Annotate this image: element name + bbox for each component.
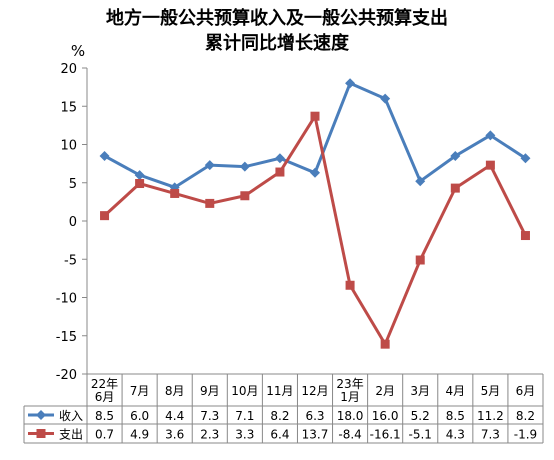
y-tick-label: 5 [69, 177, 77, 192]
data-label: 18.0 [337, 409, 364, 423]
data-point-diamond [134, 170, 145, 181]
y-tick-label: -15 [56, 330, 77, 345]
legend-marker-square [36, 429, 46, 438]
data-point-diamond [99, 150, 110, 161]
data-point-square [310, 111, 320, 121]
data-label: 8.5 [95, 409, 114, 423]
chart-title-line2: 累计同比增长速度 [205, 33, 349, 54]
data-point-square [100, 211, 110, 221]
data-point-diamond [415, 176, 426, 187]
data-label: 0.7 [95, 428, 114, 442]
data-point-square [275, 167, 285, 177]
data-point-square [170, 188, 180, 198]
data-point-diamond [310, 167, 320, 178]
data-label: 6.4 [270, 428, 289, 442]
data-label: 4.3 [446, 428, 465, 442]
data-point-diamond [204, 160, 215, 171]
y-tick-label: -5 [64, 253, 77, 268]
y-tick-label: 10 [60, 139, 77, 154]
legend-label: 收入 [59, 409, 83, 423]
x-tick-label: 12月 [301, 384, 328, 398]
x-tick-label: 5月 [481, 384, 501, 398]
data-label: 6.3 [305, 409, 324, 423]
x-tick-label: 3月 [410, 384, 430, 398]
data-label: 8.2 [270, 409, 289, 423]
data-label: 4.4 [165, 409, 184, 423]
data-point-diamond [520, 153, 531, 164]
data-point-square [485, 160, 495, 170]
data-label: 6.0 [130, 409, 149, 423]
data-point-square [450, 183, 460, 193]
data-label: 8.5 [446, 409, 465, 423]
data-label: 3.3 [235, 428, 254, 442]
x-tick-label: 7月 [130, 384, 150, 398]
plot-area [99, 78, 531, 349]
chart-title-line1: 地方一般公共预算收入及一般公共预算支出 [106, 8, 448, 29]
data-label: -16.1 [370, 428, 401, 442]
data-label: 16.0 [372, 409, 399, 423]
data-point-square [345, 280, 355, 290]
data-label: 5.2 [411, 409, 430, 423]
data-point-diamond [380, 93, 391, 104]
x-tick-label: 1月 [340, 390, 360, 404]
data-point-square [135, 179, 145, 189]
data-point-square [520, 231, 530, 241]
data-point-square [205, 198, 215, 208]
data-point-square [415, 255, 425, 265]
chart-title: 地方一般公共预算收入及一般公共预算支出 累计同比增长速度 [0, 6, 554, 56]
legend-label: 支出 [59, 428, 83, 442]
x-tick-label: 4月 [445, 384, 465, 398]
data-label: -8.4 [338, 428, 361, 442]
y-tick-label: -20 [56, 368, 77, 383]
data-label: 11.2 [477, 409, 504, 423]
y-axis-unit: % [71, 42, 85, 60]
x-tick-label: 2月 [375, 384, 395, 398]
data-point-diamond [345, 78, 356, 89]
y-tick-label: 15 [60, 100, 77, 115]
y-axis: 20 15 10 5 0 -5 -10 -15 -20 [56, 62, 88, 383]
data-label: 2.3 [200, 428, 219, 442]
x-tick-label: 9月 [200, 384, 220, 398]
data-point-diamond [239, 161, 250, 172]
x-tick-label: 11月 [266, 384, 293, 398]
x-tick-label: 22年 [91, 377, 118, 391]
y-tick-label: 0 [69, 215, 77, 230]
x-tick-label: 8月 [165, 384, 185, 398]
data-point-diamond [274, 153, 285, 164]
x-tick-label: 6月 [95, 390, 115, 404]
y-tick-label: 20 [60, 62, 77, 77]
x-tick-label: 10月 [231, 384, 258, 398]
data-label: 7.1 [235, 409, 254, 423]
data-point-square [380, 339, 390, 349]
data-point-diamond [485, 130, 496, 141]
data-label: 7.3 [481, 428, 500, 442]
data-label: 13.7 [302, 428, 329, 442]
legend-marker-diamond [36, 410, 46, 420]
data-label: -5.1 [409, 428, 432, 442]
data-label: 4.9 [130, 428, 149, 442]
data-label: 8.2 [516, 409, 535, 423]
data-point-square [240, 191, 250, 201]
data-label: 7.3 [200, 409, 219, 423]
y-tick-label: -10 [56, 292, 77, 307]
x-tick-label: 23年 [336, 377, 363, 391]
data-label: 3.6 [165, 428, 184, 442]
data-point-diamond [450, 150, 461, 161]
data-label: -1.9 [514, 428, 537, 442]
x-tick-label: 6月 [516, 384, 536, 398]
